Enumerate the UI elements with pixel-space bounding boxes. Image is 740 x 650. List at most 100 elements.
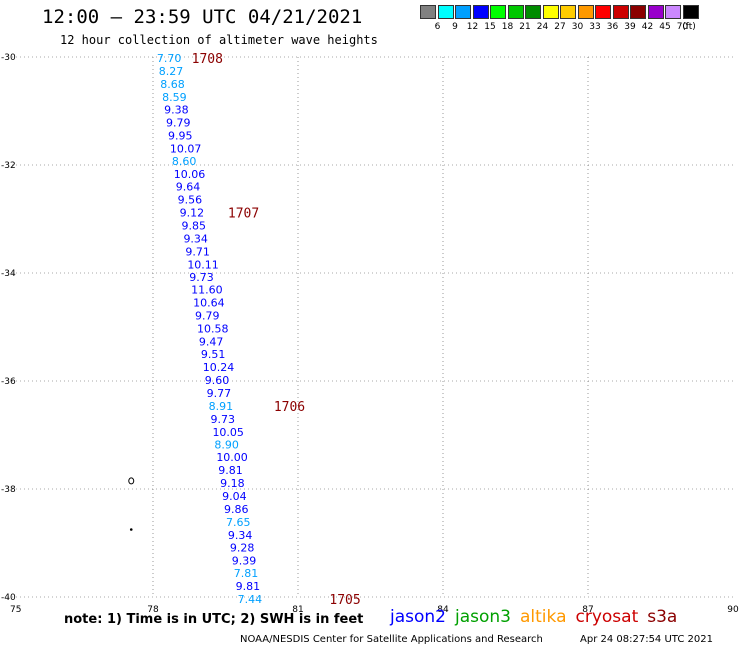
y-tick-label: -40 — [1, 593, 16, 603]
scale-label: 27 — [554, 22, 566, 32]
axis-tick-labels: 75 78 81 84 87 90 -30 -32 -34 -36 -38 -40 — [1, 53, 739, 615]
scale-unit-label: (ft) — [682, 22, 696, 32]
time-label: 1707 — [228, 207, 259, 222]
scale-swatch — [577, 5, 594, 19]
scale-label: 15 — [484, 22, 496, 32]
scale-swatch — [437, 5, 454, 19]
scale-label: 6 — [434, 22, 441, 32]
wave-height-value: 11.60 — [191, 284, 223, 297]
wave-height-value: 9.12 — [180, 207, 205, 220]
wave-height-value: 10.64 — [193, 297, 225, 310]
wave-height-value: 9.71 — [185, 245, 210, 258]
satellite-cryosat: cryosat — [575, 607, 639, 627]
scale-swatch — [560, 5, 576, 19]
scale-label: 18 — [501, 22, 514, 32]
y-tick-label: -34 — [1, 269, 16, 279]
x-tick-label: 78 — [147, 605, 159, 615]
scale-label: 42 — [641, 22, 654, 32]
scale-swatch — [647, 5, 664, 19]
scale-label: 45 — [659, 22, 671, 32]
wave-height-value: 9.85 — [182, 219, 207, 232]
wave-height-value: 9.73 — [189, 271, 214, 284]
wave-height-value: 9.79 — [195, 310, 220, 323]
wave-height-value: 9.34 — [183, 232, 208, 245]
wave-height-value: 9.34 — [228, 529, 253, 542]
x-tick-label: 90 — [727, 605, 739, 615]
satellite-jason2: jason2 — [390, 607, 446, 627]
scale-label: 24 — [536, 22, 549, 32]
wave-height-value: 8.68 — [160, 78, 185, 91]
scale-swatch — [665, 5, 681, 19]
wave-height-value: 10.00 — [216, 451, 248, 464]
scale-swatch — [472, 5, 489, 19]
wave-height-value: 7.70 — [157, 52, 182, 65]
wave-height-value: 9.18 — [220, 477, 245, 490]
land-outline — [128, 477, 135, 485]
wave-height-value: 9.95 — [168, 129, 193, 142]
footer-timestamp: Apr 24 08:27:54 UTC 2021 — [580, 634, 713, 645]
wave-height-value: 7.81 — [234, 567, 259, 580]
chart-subtitle: 12 hour collection of altimeter wave hei… — [60, 33, 378, 47]
y-tick-label: -36 — [1, 377, 16, 387]
land-outline — [129, 528, 133, 531]
wave-height-value: 8.90 — [214, 439, 239, 452]
scale-label: 39 — [624, 22, 636, 32]
satellite-jason3: jason3 — [455, 607, 511, 627]
wave-height-value: 9.51 — [201, 348, 226, 361]
satellite-altika: altika — [520, 607, 567, 627]
wave-height-value: 7.65 — [226, 516, 251, 529]
satellite-legend: jason2 jason3 altika cryosat s3a — [390, 607, 686, 627]
wave-height-value: 8.60 — [172, 155, 197, 168]
scale-label: 9 — [452, 22, 458, 32]
wave-height-value: 8.91 — [209, 400, 234, 413]
wave-height-value: 9.04 — [222, 490, 247, 503]
wave-height-value: 9.47 — [199, 336, 224, 349]
grid-lines — [8, 56, 733, 598]
chart-title: 12:00 – 23:59 UTC 04/21/2021 — [42, 6, 363, 28]
scale-swatch — [420, 5, 436, 19]
wave-height-value: 10.24 — [203, 361, 235, 374]
y-tick-label: -38 — [1, 485, 16, 495]
wave-height-value: 10.11 — [187, 258, 219, 271]
wave-height-value: 8.59 — [162, 91, 187, 104]
scale-swatch — [507, 5, 524, 19]
wave-height-labels: 7.708.278.688.599.389.799.9510.078.6010.… — [157, 52, 262, 606]
scale-swatch — [542, 5, 559, 19]
wave-height-value: 9.77 — [207, 387, 232, 400]
scale-swatch — [525, 5, 541, 19]
wave-height-value: 9.86 — [224, 503, 249, 516]
footer-credit: NOAA/NESDIS Center for Satellite Applica… — [240, 634, 543, 645]
wave-height-value: 9.73 — [211, 413, 236, 426]
scale-swatch — [682, 5, 699, 19]
wave-height-value: 7.44 — [238, 593, 262, 606]
wave-height-value: 9.81 — [236, 580, 261, 593]
time-labels: 1708 1707 1706 1705 — [192, 52, 361, 608]
wave-height-value: 9.56 — [178, 194, 203, 207]
scale-label: 33 — [589, 22, 601, 32]
time-label: 1706 — [274, 400, 305, 415]
wave-height-value: 9.79 — [166, 116, 191, 129]
wave-height-value: 8.27 — [159, 65, 184, 78]
wave-height-value: 10.58 — [197, 323, 229, 336]
scale-swatch — [490, 5, 506, 19]
y-tick-label: -32 — [1, 161, 16, 171]
x-tick-label: 75 — [10, 605, 21, 615]
scale-swatch — [595, 5, 611, 19]
land-features — [128, 477, 135, 531]
x-tick-label: 84 — [437, 605, 449, 615]
wave-height-value: 9.60 — [205, 374, 230, 387]
wave-height-value: 9.64 — [176, 181, 201, 194]
satellite-s3a: s3a — [647, 607, 678, 627]
scale-label: 30 — [571, 22, 584, 32]
wave-height-value: 9.39 — [232, 554, 256, 567]
x-tick-label: 81 — [292, 605, 303, 615]
scale-label: 12 — [466, 22, 479, 32]
scale-swatch — [455, 5, 471, 19]
wave-height-value: 10.05 — [212, 426, 244, 439]
wave-height-value: 9.28 — [230, 541, 255, 554]
wave-height-value: 9.38 — [164, 103, 189, 116]
time-label: 1708 — [192, 52, 223, 67]
y-tick-label: -30 — [1, 53, 16, 63]
scale-swatch — [630, 5, 646, 19]
